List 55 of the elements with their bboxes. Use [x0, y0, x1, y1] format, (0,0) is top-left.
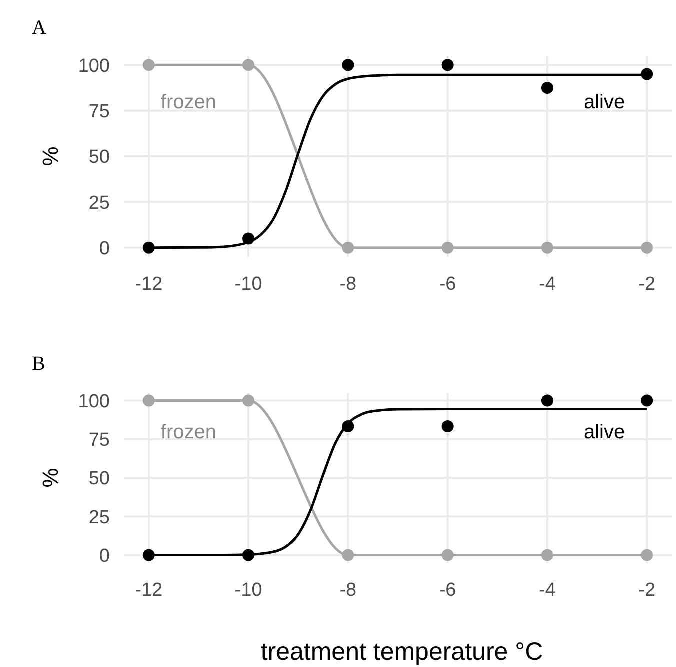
point: [142, 394, 155, 407]
y-tick-label: 0: [99, 546, 110, 567]
series-label: alive: [584, 92, 626, 114]
x-tick-label: -12: [135, 580, 163, 601]
x-tick-label: -2: [638, 580, 656, 601]
point: [342, 59, 354, 72]
point: [442, 59, 454, 72]
point: [442, 242, 454, 254]
chart-title: A: [32, 17, 47, 39]
point: [541, 82, 554, 94]
series-label: frozen: [160, 92, 217, 114]
point: [242, 549, 255, 562]
x-tick-label: -4: [539, 580, 556, 601]
y-axis-title: %: [38, 468, 63, 488]
point: [242, 394, 255, 407]
y-tick-label: 25: [88, 507, 110, 528]
x-axis-title: treatment temperature °C: [260, 638, 544, 666]
point: [342, 420, 354, 433]
point: [142, 549, 155, 562]
point: [142, 59, 155, 72]
series-label: alive: [584, 422, 626, 444]
series-label: frozen: [160, 422, 217, 444]
point: [242, 59, 255, 72]
point: [541, 549, 554, 562]
point: [442, 549, 454, 562]
x-tick-label: -12: [135, 274, 163, 295]
point: [641, 394, 654, 407]
point: [641, 549, 654, 562]
point: [442, 420, 454, 433]
chart-title: B: [32, 353, 46, 375]
y-tick-label: 50: [88, 147, 110, 168]
x-tick-label: -8: [340, 580, 357, 601]
point: [641, 68, 654, 80]
y-axis-title: %: [38, 146, 63, 166]
x-tick-label: -10: [234, 580, 262, 601]
point: [541, 394, 554, 407]
y-tick-label: 0: [99, 238, 110, 260]
x-tick-label: -6: [439, 580, 456, 601]
y-tick-label: 100: [78, 56, 110, 77]
point: [342, 549, 354, 562]
point: [142, 242, 155, 254]
y-tick-label: 50: [88, 468, 110, 490]
point: [641, 242, 654, 254]
x-tick-label: -2: [638, 274, 656, 295]
point: [342, 242, 354, 254]
point: [242, 232, 255, 245]
y-tick-label: 75: [88, 430, 110, 452]
point: [541, 242, 554, 254]
x-tick-label: -4: [539, 274, 556, 295]
y-tick-label: 25: [88, 192, 110, 214]
y-tick-label: 100: [78, 391, 110, 412]
x-tick-label: -8: [340, 274, 357, 295]
y-tick-label: 75: [88, 101, 110, 122]
x-tick-label: -10: [234, 274, 262, 295]
x-tick-label: -6: [439, 274, 456, 295]
